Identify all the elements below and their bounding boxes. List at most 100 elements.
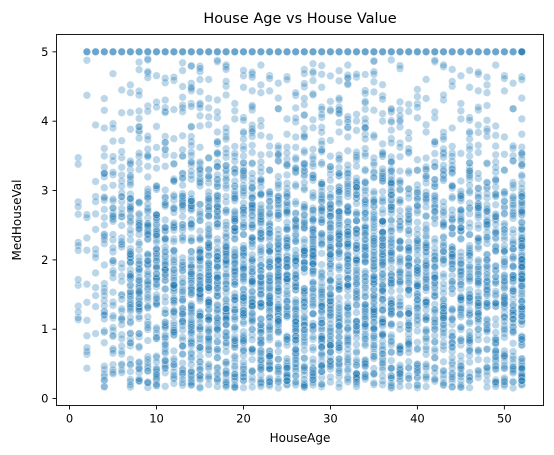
scatter-point	[282, 47, 292, 56]
scatter-point	[187, 268, 196, 277]
scatter-point	[169, 192, 178, 201]
scatter-point	[135, 197, 144, 207]
scatter-point	[308, 115, 318, 124]
scatter-point	[152, 380, 161, 389]
scatter-point	[152, 323, 161, 332]
scatter-point	[169, 371, 178, 380]
scatter-point	[117, 47, 126, 56]
scatter-point	[126, 180, 135, 189]
scatter-point	[465, 83, 474, 92]
scatter-point	[135, 149, 144, 158]
scatter-point	[178, 223, 187, 232]
scatter-point	[369, 333, 378, 342]
scatter-point	[500, 364, 509, 373]
scatter-point	[413, 303, 422, 313]
scatter-point	[317, 47, 326, 56]
scatter-point	[256, 247, 265, 256]
scatter-point	[143, 145, 152, 154]
scatter-point	[256, 80, 265, 89]
scatter-point	[230, 142, 239, 151]
scatter-point	[100, 196, 109, 205]
scatter-point	[387, 104, 396, 113]
scatter-point	[352, 266, 361, 275]
scatter-point	[430, 344, 439, 354]
scatter-point	[387, 287, 396, 296]
scatter-point	[456, 271, 465, 280]
scatter-point	[213, 313, 222, 322]
scatter-point	[265, 229, 274, 238]
scatter-point	[326, 162, 335, 171]
scatter-point	[474, 184, 483, 193]
scatter-point	[230, 234, 239, 243]
scatter-point	[465, 152, 474, 161]
scatter-point	[239, 309, 248, 318]
scatter-point	[439, 60, 448, 69]
scatter-point	[282, 376, 292, 385]
scatter-point	[369, 251, 378, 260]
scatter-point	[161, 234, 170, 244]
scatter-point	[308, 215, 318, 224]
scatter-point	[387, 55, 396, 64]
scatter-point	[474, 128, 483, 137]
scatter-point	[222, 149, 231, 158]
scatter-points	[74, 47, 526, 393]
y-axis-label: MedHouseVal	[10, 180, 24, 261]
scatter-point	[474, 121, 483, 130]
scatter-point	[326, 341, 335, 350]
scatter-point	[404, 374, 413, 383]
scatter-point	[213, 263, 222, 272]
scatter-point	[100, 47, 109, 56]
scatter-point	[143, 73, 152, 82]
scatter-point	[187, 278, 196, 287]
scatter-point	[74, 210, 83, 219]
scatter-point	[143, 361, 152, 370]
scatter-point	[126, 244, 135, 253]
scatter-point	[195, 374, 205, 383]
scatter-point	[108, 269, 118, 278]
scatter-point	[361, 124, 370, 133]
scatter-point	[143, 336, 152, 345]
scatter-point	[135, 47, 144, 56]
scatter-point	[300, 293, 309, 302]
scatter-point	[352, 70, 361, 79]
scatter-point	[456, 223, 465, 232]
x-axis-label: HouseAge	[270, 431, 331, 445]
scatter-point	[161, 145, 170, 154]
scatter-point	[126, 203, 135, 212]
scatter-point	[282, 335, 292, 344]
scatter-point	[256, 273, 265, 282]
scatter-point	[491, 328, 500, 337]
scatter-point	[135, 86, 144, 96]
scatter-point	[274, 317, 283, 326]
scatter-point	[135, 165, 144, 174]
scatter-point	[308, 243, 318, 253]
scatter-point	[161, 292, 170, 302]
scatter-point	[422, 211, 431, 220]
scatter-point	[161, 96, 170, 105]
scatter-point	[291, 297, 300, 307]
scatter-point	[135, 306, 144, 315]
scatter-point	[91, 47, 100, 56]
scatter-point	[161, 103, 170, 112]
scatter-point	[117, 365, 126, 374]
scatter-point	[213, 148, 222, 157]
scatter-point	[430, 149, 439, 158]
scatter-point	[126, 235, 135, 245]
scatter-point	[422, 162, 431, 171]
scatter-point	[178, 93, 187, 102]
scatter-point	[343, 345, 352, 354]
scatter-point	[82, 246, 91, 255]
scatter-point	[152, 184, 161, 193]
scatter-point	[100, 144, 109, 153]
scatter-point	[100, 235, 109, 244]
scatter-point	[378, 286, 387, 295]
scatter-point	[213, 353, 222, 362]
scatter-point	[108, 331, 118, 340]
scatter-point	[361, 283, 370, 292]
scatter-point	[456, 214, 465, 223]
scatter-point	[430, 374, 439, 383]
scatter-point	[195, 275, 205, 284]
scatter-point	[274, 340, 283, 350]
scatter-point	[230, 334, 239, 343]
scatter-point	[448, 364, 457, 373]
